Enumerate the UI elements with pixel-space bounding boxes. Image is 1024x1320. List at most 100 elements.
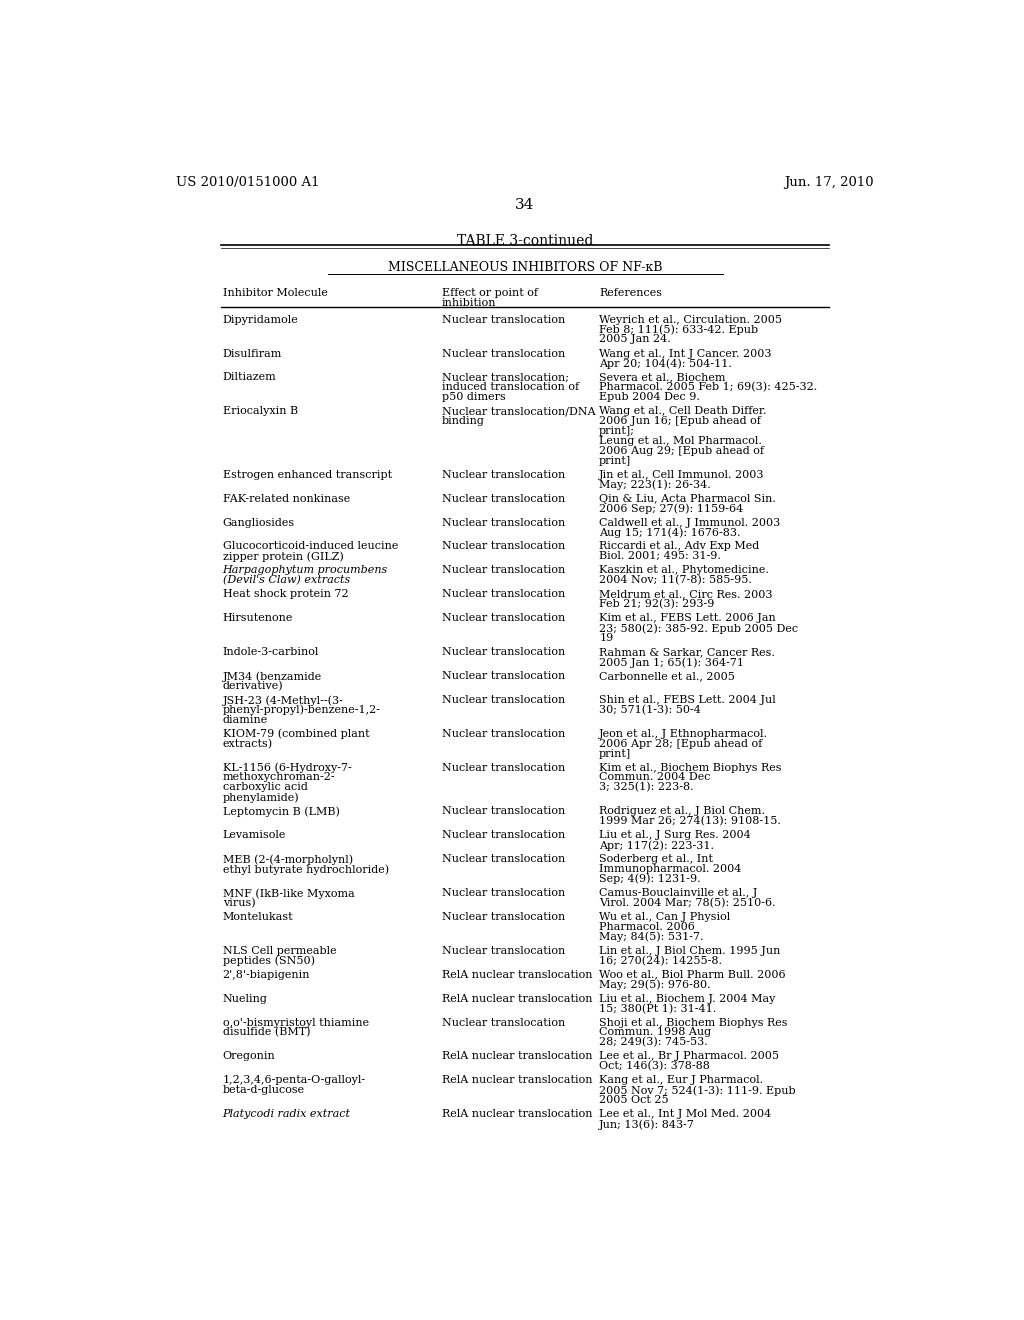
Text: FAK-related nonkinase: FAK-related nonkinase xyxy=(222,494,350,504)
Text: beta-d-glucose: beta-d-glucose xyxy=(222,1085,305,1096)
Text: Nuclear translocation: Nuclear translocation xyxy=(442,729,565,739)
Text: Immunopharmacol. 2004: Immunopharmacol. 2004 xyxy=(599,865,741,874)
Text: Apr; 117(2): 223-31.: Apr; 117(2): 223-31. xyxy=(599,840,714,850)
Text: Shin et al., FEBS Lett. 2004 Jul: Shin et al., FEBS Lett. 2004 Jul xyxy=(599,696,776,705)
Text: Levamisole: Levamisole xyxy=(222,830,286,841)
Text: 1,2,3,4,6-penta-O-galloyl-: 1,2,3,4,6-penta-O-galloyl- xyxy=(222,1076,366,1085)
Text: Kim et al., FEBS Lett. 2006 Jan: Kim et al., FEBS Lett. 2006 Jan xyxy=(599,614,776,623)
Text: Feb 21; 92(3): 293-9: Feb 21; 92(3): 293-9 xyxy=(599,599,715,610)
Text: zipper protein (GILZ): zipper protein (GILZ) xyxy=(222,552,343,562)
Text: Jin et al., Cell Immunol. 2003: Jin et al., Cell Immunol. 2003 xyxy=(599,470,765,479)
Text: Nuclear translocation: Nuclear translocation xyxy=(442,807,565,816)
Text: Qin & Liu, Acta Pharmacol Sin.: Qin & Liu, Acta Pharmacol Sin. xyxy=(599,494,776,504)
Text: Estrogen enhanced transcript: Estrogen enhanced transcript xyxy=(222,470,391,479)
Text: ethyl butyrate hydrochloride): ethyl butyrate hydrochloride) xyxy=(222,865,389,875)
Text: Shoji et al., Biochem Biophys Res: Shoji et al., Biochem Biophys Res xyxy=(599,1018,787,1027)
Text: Leptomycin B (LMB): Leptomycin B (LMB) xyxy=(222,807,339,817)
Text: phenyl-propyl)-benzene-1,2-: phenyl-propyl)-benzene-1,2- xyxy=(222,705,381,715)
Text: Kang et al., Eur J Pharmacol.: Kang et al., Eur J Pharmacol. xyxy=(599,1076,763,1085)
Text: Indole-3-carbinol: Indole-3-carbinol xyxy=(222,647,318,657)
Text: MEB (2-(4-morpholynl): MEB (2-(4-morpholynl) xyxy=(222,854,352,865)
Text: May; 84(5): 531-7.: May; 84(5): 531-7. xyxy=(599,932,703,942)
Text: Nuclear translocation: Nuclear translocation xyxy=(442,888,565,898)
Text: diamine: diamine xyxy=(222,714,268,725)
Text: Rodriguez et al., J Biol Chem.: Rodriguez et al., J Biol Chem. xyxy=(599,807,765,816)
Text: Nuclear translocation: Nuclear translocation xyxy=(442,614,565,623)
Text: Jun. 17, 2010: Jun. 17, 2010 xyxy=(784,176,873,189)
Text: Lee et al., Br J Pharmacol. 2005: Lee et al., Br J Pharmacol. 2005 xyxy=(599,1051,779,1061)
Text: RelA nuclear translocation: RelA nuclear translocation xyxy=(442,970,592,979)
Text: Lee et al., Int J Mol Med. 2004: Lee et al., Int J Mol Med. 2004 xyxy=(599,1109,771,1119)
Text: References: References xyxy=(599,288,663,298)
Text: May; 223(1): 26-34.: May; 223(1): 26-34. xyxy=(599,479,711,490)
Text: RelA nuclear translocation: RelA nuclear translocation xyxy=(442,1109,592,1119)
Text: Liu et al., Biochem J. 2004 May: Liu et al., Biochem J. 2004 May xyxy=(599,994,775,1003)
Text: 23; 580(2): 385-92. Epub 2005 Dec: 23; 580(2): 385-92. Epub 2005 Dec xyxy=(599,623,799,634)
Text: NLS Cell permeable: NLS Cell permeable xyxy=(222,945,336,956)
Text: Nuclear translocation: Nuclear translocation xyxy=(442,912,565,921)
Text: JM34 (benzamide: JM34 (benzamide xyxy=(222,671,322,681)
Text: Pharmacol. 2006: Pharmacol. 2006 xyxy=(599,921,695,932)
Text: Leung et al., Mol Pharmacol.: Leung et al., Mol Pharmacol. xyxy=(599,436,762,446)
Text: Aug 15; 171(4): 1676-83.: Aug 15; 171(4): 1676-83. xyxy=(599,528,740,539)
Text: inhibition: inhibition xyxy=(442,297,497,308)
Text: Meldrum et al., Circ Res. 2003: Meldrum et al., Circ Res. 2003 xyxy=(599,589,773,599)
Text: phenylamide): phenylamide) xyxy=(222,792,299,803)
Text: Nuclear translocation: Nuclear translocation xyxy=(442,854,565,865)
Text: RelA nuclear translocation: RelA nuclear translocation xyxy=(442,994,592,1003)
Text: 15; 380(Pt 1): 31-41.: 15; 380(Pt 1): 31-41. xyxy=(599,1003,717,1014)
Text: Weyrich et al., Circulation. 2005: Weyrich et al., Circulation. 2005 xyxy=(599,314,782,325)
Text: print]: print] xyxy=(599,748,632,759)
Text: MISCELLANEOUS INHIBITORS OF NF-κB: MISCELLANEOUS INHIBITORS OF NF-κB xyxy=(387,261,663,273)
Text: Riccardi et al., Adv Exp Med: Riccardi et al., Adv Exp Med xyxy=(599,541,760,552)
Text: induced translocation of: induced translocation of xyxy=(442,383,579,392)
Text: Oct; 146(3): 378-88: Oct; 146(3): 378-88 xyxy=(599,1061,710,1072)
Text: Nuclear translocation/DNA: Nuclear translocation/DNA xyxy=(442,407,596,416)
Text: May; 29(5): 976-80.: May; 29(5): 976-80. xyxy=(599,979,711,990)
Text: o,o'-bismyristoyl thiamine: o,o'-bismyristoyl thiamine xyxy=(222,1018,369,1027)
Text: Harpagophytum procumbens: Harpagophytum procumbens xyxy=(222,565,388,576)
Text: JSH-23 (4-Methyl--(3-: JSH-23 (4-Methyl--(3- xyxy=(222,696,343,706)
Text: Glucocorticoid-induced leucine: Glucocorticoid-induced leucine xyxy=(222,541,398,552)
Text: 16; 270(24): 14255-8.: 16; 270(24): 14255-8. xyxy=(599,956,722,966)
Text: US 2010/0151000 A1: US 2010/0151000 A1 xyxy=(176,176,319,189)
Text: Nuclear translocation: Nuclear translocation xyxy=(442,696,565,705)
Text: Wang et al., Cell Death Differ.: Wang et al., Cell Death Differ. xyxy=(599,407,767,416)
Text: 19: 19 xyxy=(599,634,613,643)
Text: carboxylic acid: carboxylic acid xyxy=(222,783,307,792)
Text: p50 dimers: p50 dimers xyxy=(442,392,506,403)
Text: 2006 Sep; 27(9): 1159-64: 2006 Sep; 27(9): 1159-64 xyxy=(599,503,743,513)
Text: Disulfiram: Disulfiram xyxy=(222,348,282,359)
Text: Nuclear translocation: Nuclear translocation xyxy=(442,945,565,956)
Text: 2006 Apr 28; [Epub ahead of: 2006 Apr 28; [Epub ahead of xyxy=(599,739,763,748)
Text: Effect or point of: Effect or point of xyxy=(442,288,538,298)
Text: TABLE 3-continued: TABLE 3-continued xyxy=(457,234,593,248)
Text: Soderberg et al., Int: Soderberg et al., Int xyxy=(599,854,713,865)
Text: derivative): derivative) xyxy=(222,681,284,692)
Text: Severa et al., Biochem: Severa et al., Biochem xyxy=(599,372,726,383)
Text: methoxychroman-2-: methoxychroman-2- xyxy=(222,772,335,783)
Text: Nuclear translocation: Nuclear translocation xyxy=(442,1018,565,1027)
Text: Jun; 13(6): 843-7: Jun; 13(6): 843-7 xyxy=(599,1119,695,1130)
Text: Caldwell et al., J Immunol. 2003: Caldwell et al., J Immunol. 2003 xyxy=(599,517,780,528)
Text: Eriocalyxin B: Eriocalyxin B xyxy=(222,407,298,416)
Text: peptides (SN50): peptides (SN50) xyxy=(222,956,314,966)
Text: Biol. 2001; 495: 31-9.: Biol. 2001; 495: 31-9. xyxy=(599,552,721,561)
Text: KIOM-79 (combined plant: KIOM-79 (combined plant xyxy=(222,729,370,739)
Text: Nuclear translocation: Nuclear translocation xyxy=(442,647,565,657)
Text: Commun. 1998 Aug: Commun. 1998 Aug xyxy=(599,1027,712,1038)
Text: Dipyridamole: Dipyridamole xyxy=(222,314,298,325)
Text: Rahman & Sarkar, Cancer Res.: Rahman & Sarkar, Cancer Res. xyxy=(599,647,775,657)
Text: Inhibitor Molecule: Inhibitor Molecule xyxy=(222,288,328,298)
Text: Apr 20; 104(4): 504-11.: Apr 20; 104(4): 504-11. xyxy=(599,358,732,368)
Text: Wu et al., Can J Physiol: Wu et al., Can J Physiol xyxy=(599,912,730,921)
Text: Hirsutenone: Hirsutenone xyxy=(222,614,293,623)
Text: Nuclear translocation;: Nuclear translocation; xyxy=(442,372,569,383)
Text: Camus-Bouclainville et al., J: Camus-Bouclainville et al., J xyxy=(599,888,758,898)
Text: Nuclear translocation: Nuclear translocation xyxy=(442,830,565,841)
Text: 2006 Aug 29; [Epub ahead of: 2006 Aug 29; [Epub ahead of xyxy=(599,446,764,455)
Text: print]: print] xyxy=(599,455,632,466)
Text: print];: print]; xyxy=(599,426,635,436)
Text: Nuclear translocation: Nuclear translocation xyxy=(442,565,565,576)
Text: Nuclear translocation: Nuclear translocation xyxy=(442,348,565,359)
